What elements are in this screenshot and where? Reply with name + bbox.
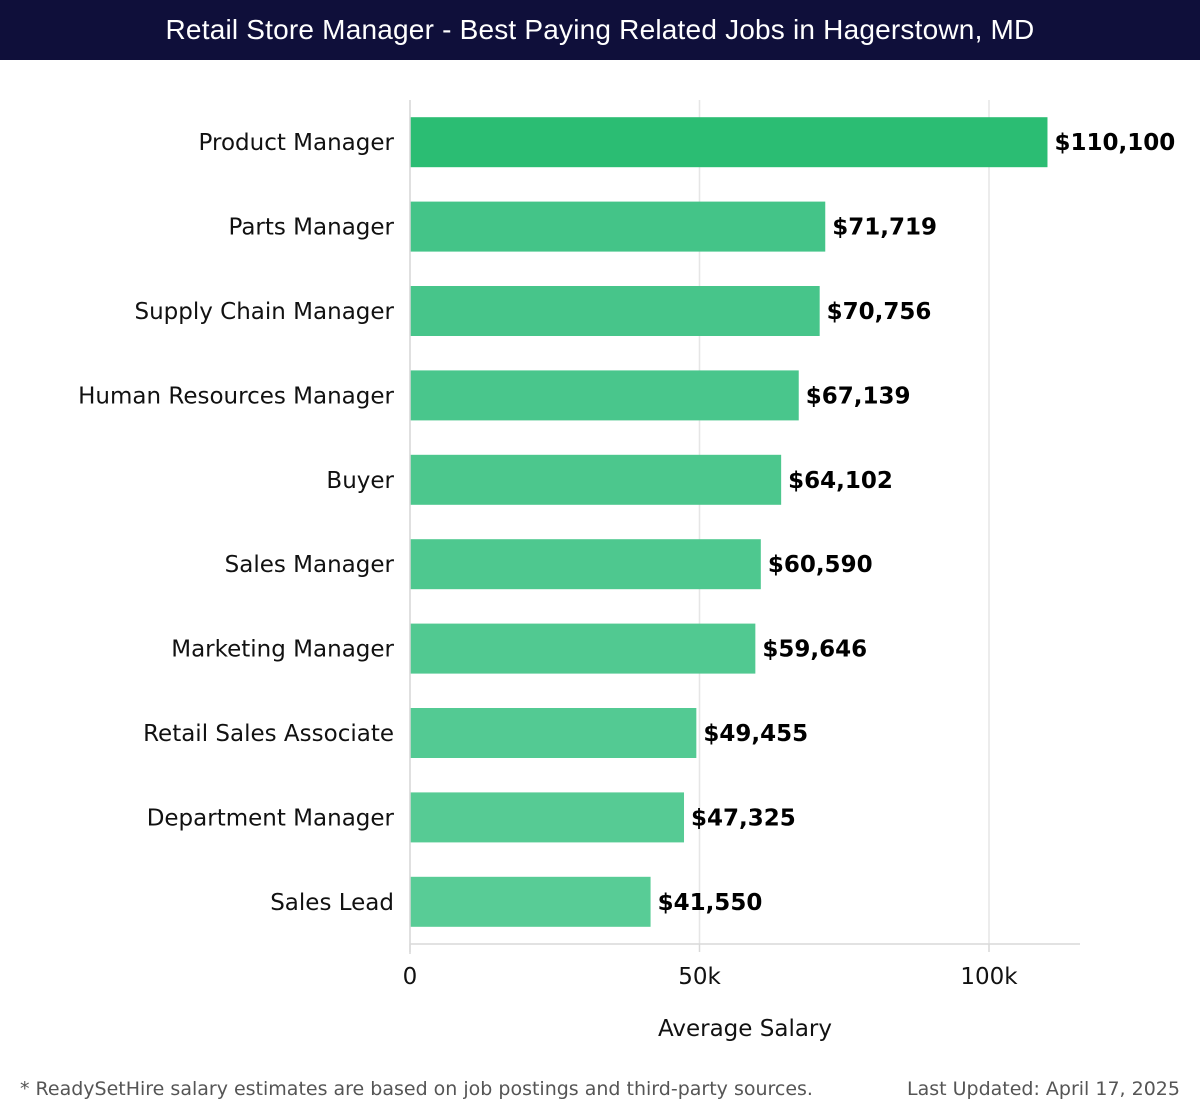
category-label: Buyer (326, 468, 394, 494)
category-label: Sales Lead (270, 890, 394, 916)
x-axis-title: Average Salary (658, 1016, 832, 1042)
bar (410, 792, 685, 843)
category-label: Retail Sales Associate (143, 721, 394, 747)
bar (410, 876, 651, 927)
value-label: $60,590 (768, 552, 873, 578)
last-updated: Last Updated: April 17, 2025 (906, 1078, 1180, 1100)
bar (410, 623, 756, 674)
chart-title: Retail Store Manager - Best Paying Relat… (0, 0, 1200, 60)
category-label: Department Manager (147, 805, 395, 831)
value-label: $64,102 (788, 468, 893, 494)
category-label: Human Resources Manager (78, 383, 394, 409)
bar (410, 201, 826, 252)
bar (410, 454, 782, 505)
category-label: Supply Chain Manager (134, 299, 394, 325)
category-label: Marketing Manager (171, 637, 394, 663)
bar (410, 708, 697, 758)
value-label: $59,646 (762, 637, 867, 663)
value-label: $47,325 (691, 805, 796, 831)
bar (410, 370, 799, 421)
value-label: $49,455 (703, 721, 808, 747)
category-label: Product Manager (199, 130, 395, 156)
category-label: Sales Manager (225, 552, 395, 578)
x-tick-label: 0 (403, 964, 418, 990)
value-label: $70,756 (827, 299, 932, 325)
labels: 0 50k 100k Product Manager $110,100 Parts Man… (78, 130, 1175, 990)
x-tick-label: 100k (960, 964, 1018, 990)
value-label: $71,719 (832, 215, 937, 241)
value-label: $67,139 (806, 383, 911, 409)
axes (409, 100, 1080, 954)
bar (410, 539, 761, 590)
value-label: $41,550 (658, 890, 763, 916)
bar (410, 117, 1048, 168)
category-label: Parts Manager (228, 215, 394, 241)
value-label: $110,100 (1054, 130, 1175, 156)
bar (410, 286, 820, 336)
footer-note: * ReadySetHire salary estimates are base… (20, 1078, 813, 1100)
x-tick-label: 50k (678, 964, 721, 990)
bars (410, 117, 1048, 927)
bar-chart: 0 50k 100k Product Manager $110,100 Parts Man… (78, 100, 1175, 1042)
